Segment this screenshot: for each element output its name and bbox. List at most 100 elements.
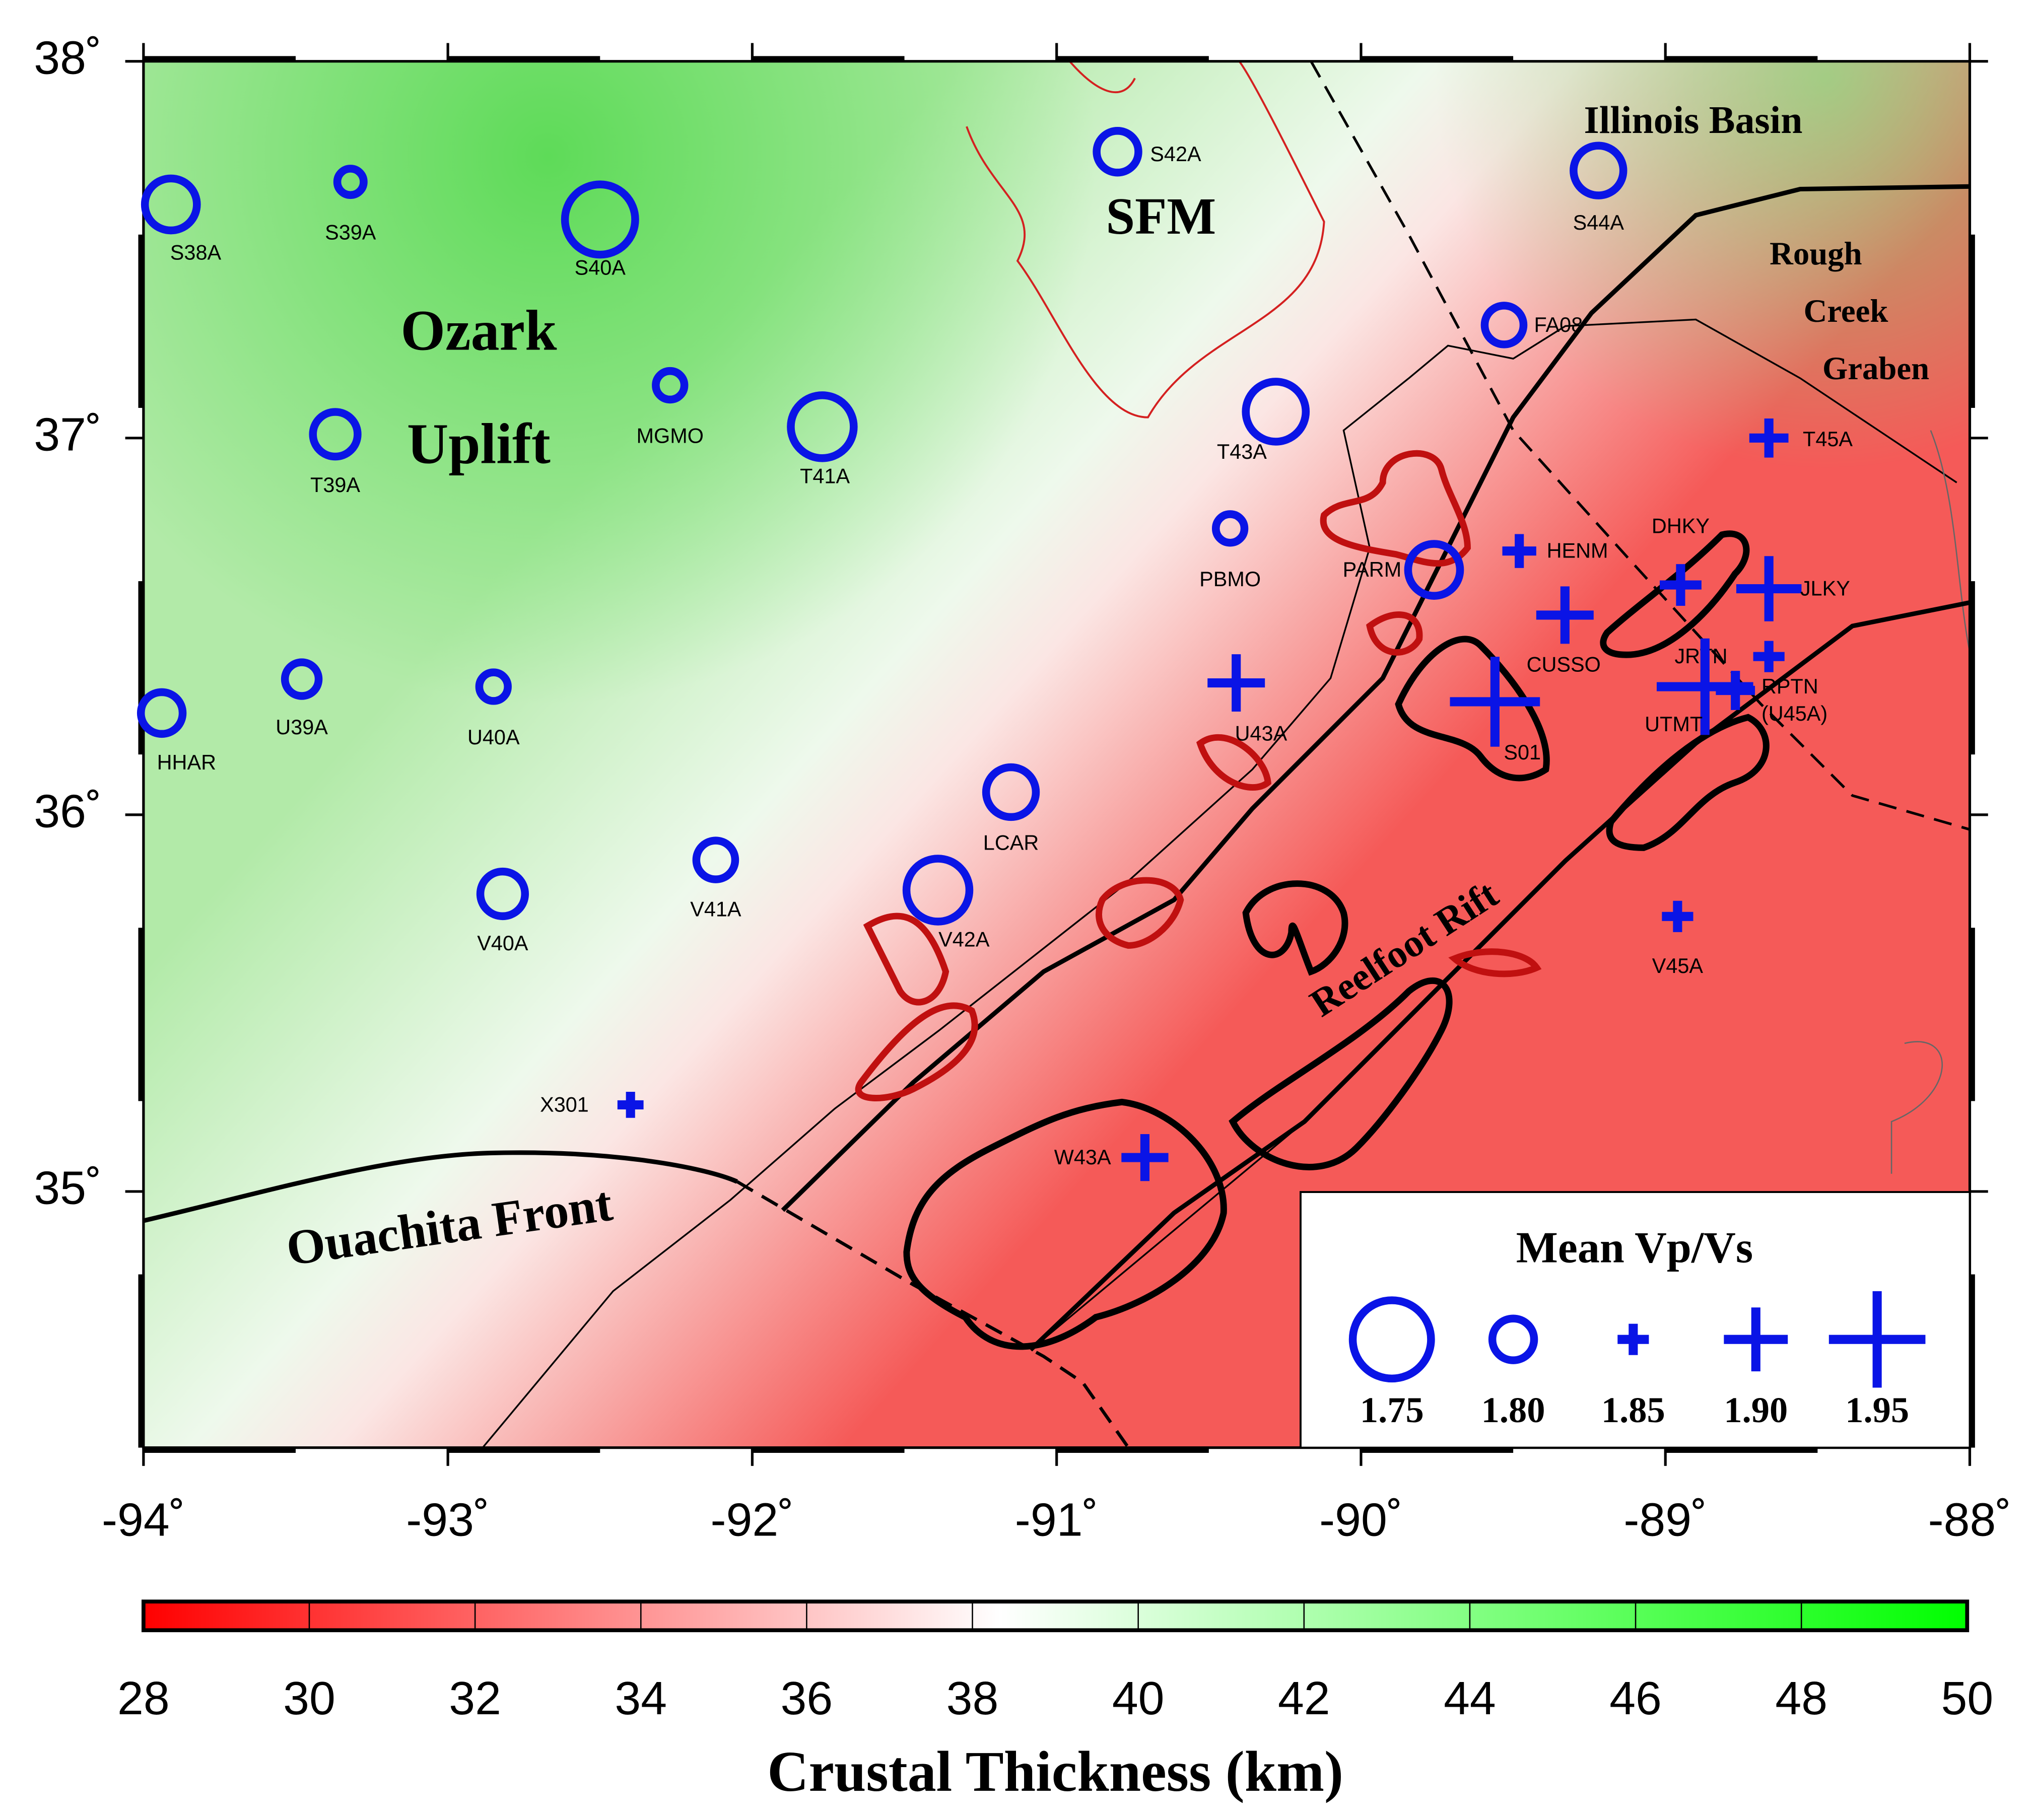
station-label: X301	[540, 1092, 589, 1116]
station-label: JLKY	[1800, 577, 1850, 600]
colorbar-title: Crustal Thickness (km)	[767, 1739, 1343, 1803]
colorbar-ramp	[141, 1599, 1970, 1633]
vpvs-circle	[1093, 127, 1142, 177]
colorbar-tick-label: 36	[781, 1672, 833, 1724]
frame-bar	[143, 1447, 296, 1453]
vpvs-cross	[617, 1091, 644, 1118]
region-label: Creek	[1804, 293, 1888, 329]
frame-bar	[752, 56, 905, 61]
vpvs-circle	[1570, 142, 1627, 199]
y-tick-label: 36˚	[34, 785, 102, 837]
frame-bar	[1361, 56, 1514, 61]
station-label: V40A	[477, 931, 528, 955]
frame-bar	[138, 1274, 144, 1448]
station-label: S42A	[1150, 142, 1201, 166]
vpvs-circle	[692, 836, 739, 883]
vpvs-circle	[1348, 1296, 1435, 1383]
colorbar-tick-label: 48	[1775, 1672, 1827, 1724]
x-tick-label: -90˚	[1319, 1493, 1403, 1546]
frame-bar	[138, 581, 144, 755]
legend-box	[1300, 1191, 1971, 1449]
station-label: DHKY	[1652, 514, 1710, 538]
frame-bar	[448, 1447, 600, 1453]
station-label: U43A	[1235, 722, 1287, 745]
frame-bars	[138, 56, 1975, 1453]
vpvs-circle	[1480, 302, 1528, 348]
frame-bar	[1056, 1447, 1209, 1453]
frame-bar	[138, 928, 144, 1101]
frame-bar	[448, 56, 600, 61]
region-label: Graben	[1822, 351, 1929, 387]
region-label: Ozark	[400, 298, 557, 362]
vpvs-cross	[1207, 654, 1265, 712]
frame-bar	[138, 234, 144, 408]
vpvs-cross	[1828, 1291, 1926, 1388]
legend-label: 1.90	[1724, 1389, 1788, 1430]
colorbar-tick-label: 38	[946, 1672, 999, 1724]
legend-title: Mean Vp/Vs	[1516, 1223, 1753, 1272]
station-label: HENM	[1547, 539, 1608, 563]
station-label: S39A	[325, 221, 376, 244]
station-label: V42A	[938, 927, 990, 951]
x-tick-label: -89˚	[1623, 1493, 1707, 1546]
station-label: LCAR	[983, 831, 1039, 855]
vpvs-circle	[1488, 1314, 1538, 1364]
station-label: S38A	[170, 240, 222, 264]
x-tick-label: -91˚	[1015, 1493, 1099, 1546]
region-label: SFM	[1106, 188, 1216, 245]
vpvs-cross	[1450, 657, 1540, 747]
station-label: T39A	[310, 473, 360, 497]
vpvs-circle	[137, 688, 187, 738]
colorbar-tick-label: 30	[283, 1672, 335, 1724]
vpvs-circle	[309, 408, 362, 461]
vpvs-circle	[652, 367, 689, 404]
axes: -94˚ -93˚ -92˚ -91˚ -90˚ -89˚ -88˚ 35˚ 36˚ 37˚ 38˚	[34, 31, 2011, 1546]
vpvs-cross	[1716, 671, 1755, 710]
y-tick-label: 38˚	[34, 31, 102, 84]
colorbar-tick-label: 42	[1278, 1672, 1330, 1724]
vpvs-cross	[1724, 1307, 1788, 1372]
vpvs-circle	[475, 668, 512, 705]
colorbar-tick-label: 46	[1609, 1672, 1662, 1724]
vpvs-cross	[1536, 586, 1594, 644]
legend-label: 1.85	[1601, 1389, 1665, 1430]
vpvs-circle	[561, 180, 639, 259]
x-tick-label: -93˚	[406, 1493, 490, 1546]
vpvs-cross	[1121, 1134, 1169, 1181]
station-label: HHAR	[157, 750, 216, 774]
colorbar-tick-label: 34	[615, 1672, 667, 1724]
station-label: V41A	[690, 897, 741, 921]
station-label: PARM	[1343, 557, 1402, 581]
vpvs-circle	[141, 174, 201, 235]
station-label: U39A	[276, 715, 328, 739]
region-label: Uplift	[407, 412, 551, 476]
station-label: FA08	[1534, 313, 1583, 336]
frame-bar	[1970, 1274, 1975, 1448]
vpvs-circle	[476, 867, 529, 921]
vpvs-cross	[1749, 418, 1789, 458]
station-label: UTMT	[1645, 712, 1703, 736]
station-label: PBMO	[1199, 567, 1261, 591]
legend-label: 1.80	[1481, 1389, 1545, 1430]
vpvs-circle	[333, 165, 368, 199]
station-label: CUSSO	[1527, 652, 1601, 676]
region-label: Illinois Basin	[1584, 98, 1803, 142]
colorbar-tick-label: 32	[449, 1672, 501, 1724]
frame-bar	[1056, 56, 1209, 61]
x-tick-label: -92˚	[711, 1493, 794, 1546]
station-label: S40A	[575, 255, 626, 279]
vpvs-cross	[1662, 900, 1693, 932]
colorbar: Crustal Thickness (km) 28 30 32 34 36 38 40 42 4…	[117, 1599, 1993, 1803]
colorbar-tick-label: 44	[1444, 1672, 1496, 1724]
vpvs-circle	[787, 391, 858, 462]
station-label: V45A	[1652, 954, 1704, 977]
vpvs-circle	[902, 855, 974, 926]
frame-bar	[1970, 234, 1975, 408]
station-sublabel: (U45A)	[1761, 702, 1827, 725]
x-tick-label: -94˚	[102, 1493, 185, 1546]
station-label: S01	[1504, 740, 1541, 764]
station-label: U40A	[467, 725, 520, 749]
station-label: S44A	[1573, 211, 1624, 234]
frame-bar	[752, 1447, 905, 1453]
